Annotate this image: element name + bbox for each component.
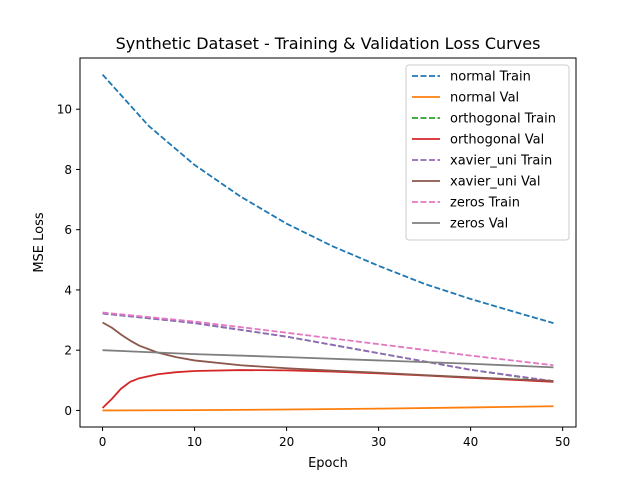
legend-label: normal Val bbox=[450, 91, 519, 106]
x-tick-label: 10 bbox=[187, 435, 202, 449]
y-tick-label: 8 bbox=[64, 163, 72, 177]
legend-box bbox=[405, 64, 570, 241]
y-axis: 0 2 4 6 8 10 bbox=[57, 103, 80, 418]
series-line-6 bbox=[102, 311, 554, 367]
legend-label: xavier_uni Val bbox=[450, 175, 541, 190]
x-axis-label: Epoch bbox=[308, 456, 348, 471]
y-tick-label: 6 bbox=[64, 223, 72, 237]
legend-label: orthogonal Val bbox=[450, 133, 544, 148]
series-line-5 bbox=[102, 321, 554, 382]
x-tick-label: 30 bbox=[371, 435, 386, 449]
legend-label: xavier_uni Train bbox=[450, 154, 552, 169]
legend-label: zeros Val bbox=[450, 217, 508, 232]
y-tick-label: 10 bbox=[57, 103, 72, 117]
x-tick-label: 20 bbox=[279, 435, 294, 449]
y-tick-label: 2 bbox=[64, 344, 72, 358]
x-axis: 0 10 20 30 40 50 bbox=[99, 427, 570, 449]
x-tick-label: 40 bbox=[463, 435, 478, 449]
legend-label: zeros Train bbox=[450, 196, 520, 211]
y-tick-label: 4 bbox=[64, 283, 72, 297]
series-line-3 bbox=[101, 369, 554, 409]
series-line-1 bbox=[102, 405, 554, 412]
x-tick-label: 0 bbox=[99, 435, 107, 449]
axes-frame bbox=[79, 57, 577, 428]
x-tick-label: 50 bbox=[555, 435, 570, 449]
series-line-7 bbox=[102, 349, 554, 369]
series-line-4 bbox=[102, 312, 554, 383]
series-line-0 bbox=[101, 73, 554, 324]
y-tick-label: 0 bbox=[64, 404, 72, 418]
legend: normal Train normal Val orthogonal Train or… bbox=[405, 64, 570, 241]
chart-title: Synthetic Dataset - Training & Validatio… bbox=[116, 34, 541, 53]
legend-label: normal Train bbox=[450, 70, 531, 85]
plot-area bbox=[101, 73, 554, 412]
legend-label: orthogonal Train bbox=[450, 112, 556, 127]
y-axis-label: MSE Loss bbox=[32, 212, 47, 273]
